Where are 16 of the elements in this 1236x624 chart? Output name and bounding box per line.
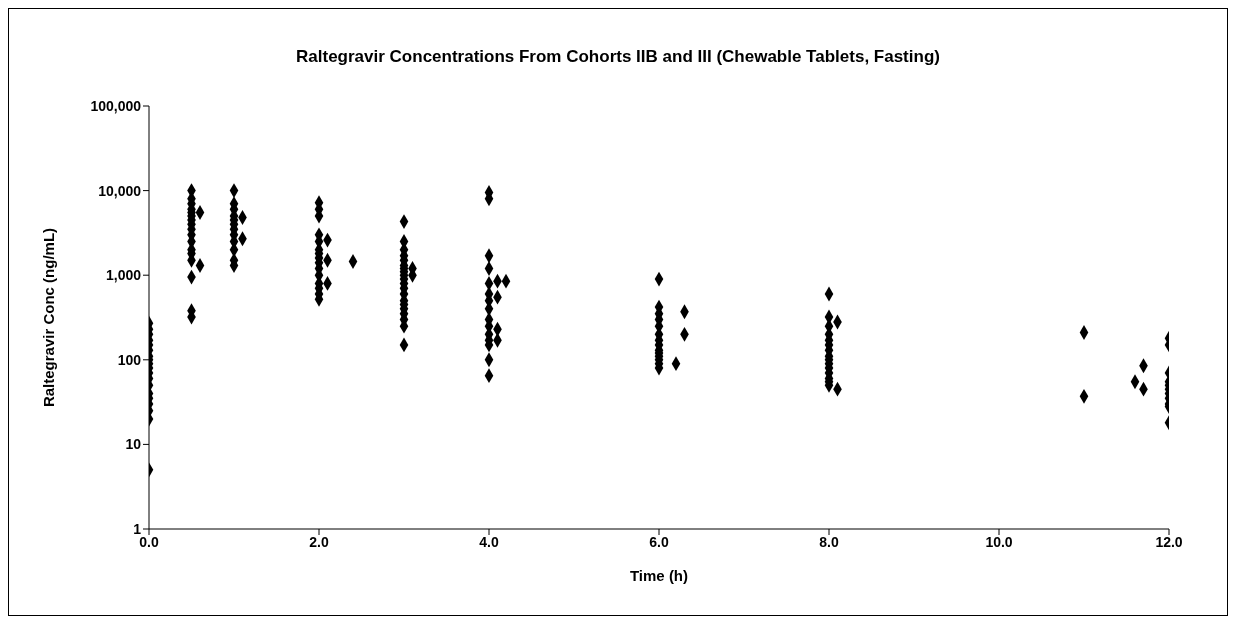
- chart-title: Raltegravir Concentrations From Cohorts IIB and III (Chewable Tablets, Fasting): [295, 47, 941, 67]
- y-axis-title: Raltegravir Conc (ng/mL): [40, 227, 58, 408]
- x-tick-label: 6.0: [649, 533, 669, 550]
- x-tick-label: 2.0: [309, 533, 329, 550]
- y-tick-label: 10: [125, 436, 142, 453]
- x-tick-label: 4.0: [479, 533, 499, 550]
- x-tick-label: 8.0: [819, 533, 839, 550]
- y-tick-label: 100,000: [90, 97, 142, 114]
- y-tick-label: 1: [133, 520, 142, 537]
- x-axis-title: Time (h): [629, 567, 689, 584]
- x-tick-label: 0.0: [139, 533, 159, 550]
- x-tick-label: 10.0: [985, 533, 1013, 550]
- x-tick-label: 12.0: [1155, 533, 1183, 550]
- y-tick-label: 1,000: [105, 267, 142, 284]
- y-tick-label: 100: [117, 351, 142, 368]
- y-tick-label: 10,000: [98, 182, 142, 199]
